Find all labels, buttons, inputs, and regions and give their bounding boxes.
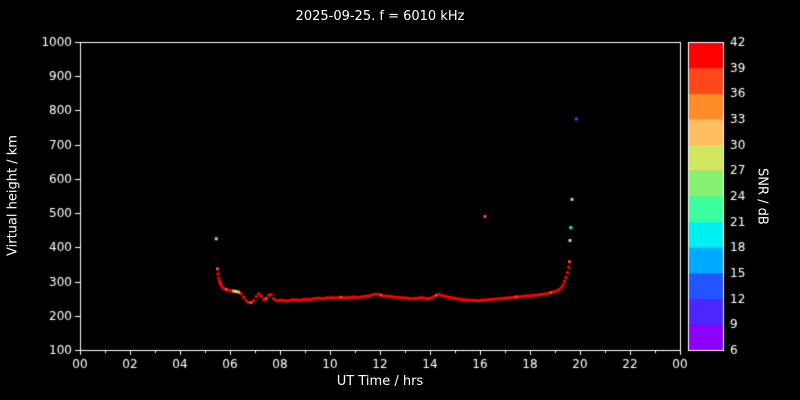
colorbar-label: SNR / dB	[754, 167, 770, 225]
x-axis-label: UT Time / hrs	[336, 374, 424, 389]
y-axis-label: Virtual height / km	[5, 135, 21, 257]
chart-title: 2025-09-25. f = 6010 kHz	[295, 9, 465, 24]
